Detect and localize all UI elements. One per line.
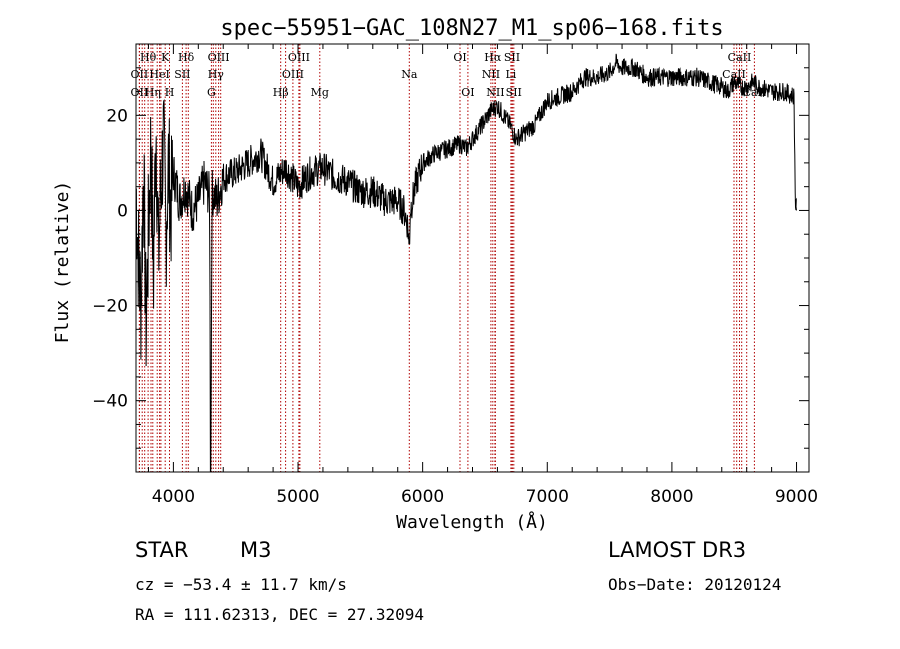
x-tick-label: 9000 — [775, 487, 818, 507]
y-axis-label: Flux (relative) — [52, 181, 73, 344]
x-tick-label: 8000 — [650, 487, 693, 507]
obs-date: Obs−Date: 20120124 — [608, 575, 782, 594]
spectral-line-label: SII — [504, 51, 520, 64]
spectral-line-label: SII — [174, 68, 190, 81]
y-tick-label: 20 — [106, 106, 128, 126]
y-tick-label: −40 — [92, 392, 128, 412]
spectral-line-label: HeI — [149, 68, 169, 81]
spectral-line-label: OI — [461, 86, 474, 99]
spectral-line-label: Hγ — [208, 68, 225, 81]
spectral-line-label: NII — [486, 86, 504, 99]
spectral-line-label: NII — [482, 68, 500, 81]
spectral-line-label: Hη — [145, 86, 161, 99]
x-tick-label: 4000 — [152, 487, 195, 507]
spectral-line-label: Hδ — [178, 51, 195, 64]
spectral-line-label: CaII — [728, 51, 752, 64]
spectral-line-label: Na — [401, 68, 418, 81]
spectral-line-label: G — [207, 86, 216, 99]
x-tick-label: 6000 — [401, 487, 444, 507]
spectral-line-label: SII — [506, 86, 522, 99]
redshift-readout: cz = −53.4 ± 11.7 km/s — [135, 575, 347, 594]
spectral-line-label: Hθ — [140, 51, 157, 64]
spectral-line-label: Mg — [311, 86, 329, 99]
spectral-line-label: H — [165, 86, 175, 99]
spectral-line-label: K — [161, 51, 170, 64]
spectral-line-label: OIII — [288, 51, 310, 64]
coordinates: RA = 111.62313, DEC = 27.32094 — [135, 605, 424, 624]
spectral-line-label: OII — [131, 68, 149, 81]
survey-name: LAMOST DR3 — [608, 538, 747, 562]
spectral-line-label: Hβ — [273, 86, 289, 99]
plot-frame — [135, 43, 810, 473]
x-tick-label: 5000 — [276, 487, 319, 507]
flux-series-line — [135, 53, 797, 473]
spectral-line-label: OIII — [282, 68, 304, 81]
chart-title: spec−55951−GAC_108N27_M1_sp06−168.fits — [220, 16, 723, 41]
object-class: STAR — [135, 538, 189, 562]
spectral-line-label: OI — [453, 51, 466, 64]
y-tick-label: 0 — [117, 201, 128, 221]
x-axis-label: Wavelength (Å) — [396, 511, 548, 533]
spectral-line-label: OII — [131, 86, 149, 99]
y-tick-label: −20 — [92, 297, 128, 317]
spectral-line-label: Li — [505, 68, 516, 81]
spectral-line-label: Hα — [484, 51, 502, 64]
spectral-line-label: OIII — [208, 51, 230, 64]
x-tick-label: 7000 — [526, 487, 569, 507]
object-subclass: M3 — [240, 538, 272, 562]
